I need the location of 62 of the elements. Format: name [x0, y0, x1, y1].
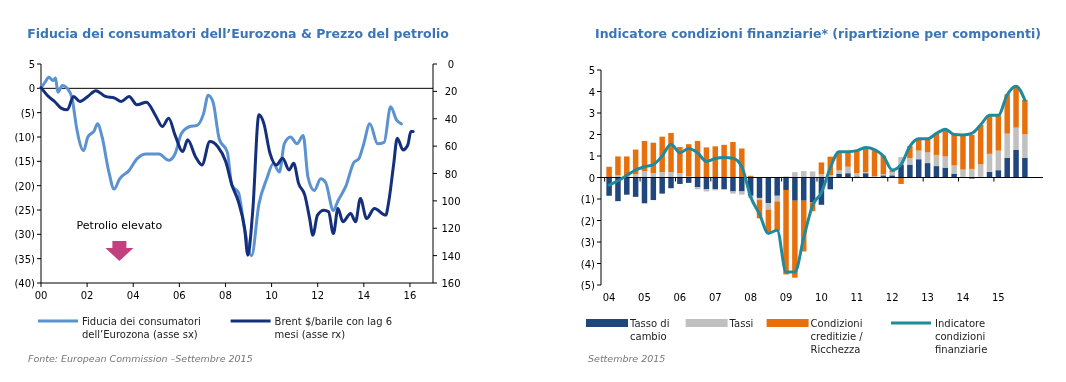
y2-tick-label: 20 — [444, 86, 458, 98]
y-tick-label: (25) — [14, 205, 36, 216]
y2-tick-label: 120 — [441, 223, 461, 235]
x-tick-label: 08 — [744, 292, 758, 303]
legend-label: Tasso di cambio — [629, 318, 670, 342]
source-note: Fonte: European Commission –Settembre 2015 — [28, 353, 253, 364]
y-tick-label: (1) — [580, 194, 596, 205]
y-tick-label: (5) — [580, 280, 596, 291]
y-tick-label: (30) — [14, 229, 36, 241]
legend-label: Condizioni creditizie / Ricchezza — [810, 318, 864, 355]
x-tick-label: 10 — [815, 292, 828, 303]
y-tick-label: 0 — [28, 83, 35, 95]
y2-tick-label: 160 — [441, 278, 461, 289]
chart-title: Indicatore condizioni finanziarie* (ripartizione per componenti) — [595, 26, 1041, 41]
y-tick-label: (20) — [14, 180, 36, 192]
y-tick-label: (4) — [580, 258, 596, 270]
y2-tick-label: 0 — [447, 59, 455, 70]
legend-label: Tassi — [728, 318, 754, 329]
y-tick-label: 4 — [588, 86, 595, 98]
text: Settembre 2015 — [588, 353, 666, 364]
x-tick-label: 16 — [403, 290, 417, 301]
x-tick-label: 06 — [673, 292, 687, 303]
x-tick-label: 06 — [172, 290, 186, 301]
x-tick-label: 14 — [956, 292, 970, 303]
y-tick-label: 5 — [28, 59, 35, 70]
y2-tick-label: 100 — [441, 195, 461, 207]
y-tick-label: (5) — [20, 107, 36, 119]
legend-label: Fiducia dei consumatori dell’Eurozona (asse sx) — [82, 316, 201, 340]
y-tick-label: (40) — [14, 278, 36, 289]
y-tick-label: (3) — [580, 237, 596, 248]
y-tick-label: (2) — [580, 215, 596, 227]
legend-label: Indicatore condizioni finanziarie — [935, 318, 988, 355]
x-tick-label: 04 — [126, 290, 140, 301]
y-tick-label: 5 — [588, 65, 595, 76]
y-tick-label: (10) — [14, 132, 36, 143]
legend-label: Brent $/barile con lag 6 mesi (asse rx) — [274, 316, 393, 340]
y-tick-label: 2 — [588, 129, 595, 141]
x-tick-label: 08 — [219, 290, 232, 301]
x-tick-label: 10 — [265, 290, 278, 301]
annotation: Petrolio elevato — [76, 219, 163, 232]
x-tick-label: 09 — [779, 292, 793, 303]
y2-tick-label: 60 — [444, 141, 458, 153]
y2-tick-label: 40 — [444, 113, 458, 125]
x-tick-label: 04 — [602, 292, 616, 303]
x-tick-label: 00 — [34, 290, 48, 301]
x-tick-label: 12 — [311, 290, 325, 301]
y2-tick-label: 80 — [444, 168, 458, 180]
y-tick-label: 0 — [588, 172, 595, 184]
x-tick-label: 11 — [850, 292, 864, 303]
y-tick-label: 3 — [588, 108, 595, 119]
y-tick-label: 1 — [588, 151, 595, 162]
y2-tick-label: 140 — [441, 250, 461, 262]
x-tick-label: 05 — [638, 292, 651, 303]
chart-title: Fiducia dei consumatori dell’Eurozona & Prezzo del petrolio — [27, 26, 450, 41]
x-tick-label: 15 — [991, 292, 1005, 303]
x-tick-label: 13 — [921, 292, 934, 303]
y-tick-label: (35) — [14, 253, 36, 265]
y-tick-label: (15) — [14, 156, 36, 168]
x-tick-label: 12 — [885, 292, 899, 303]
x-tick-label: 02 — [80, 290, 94, 301]
x-tick-label: 14 — [357, 290, 371, 301]
x-tick-label: 07 — [708, 292, 722, 303]
